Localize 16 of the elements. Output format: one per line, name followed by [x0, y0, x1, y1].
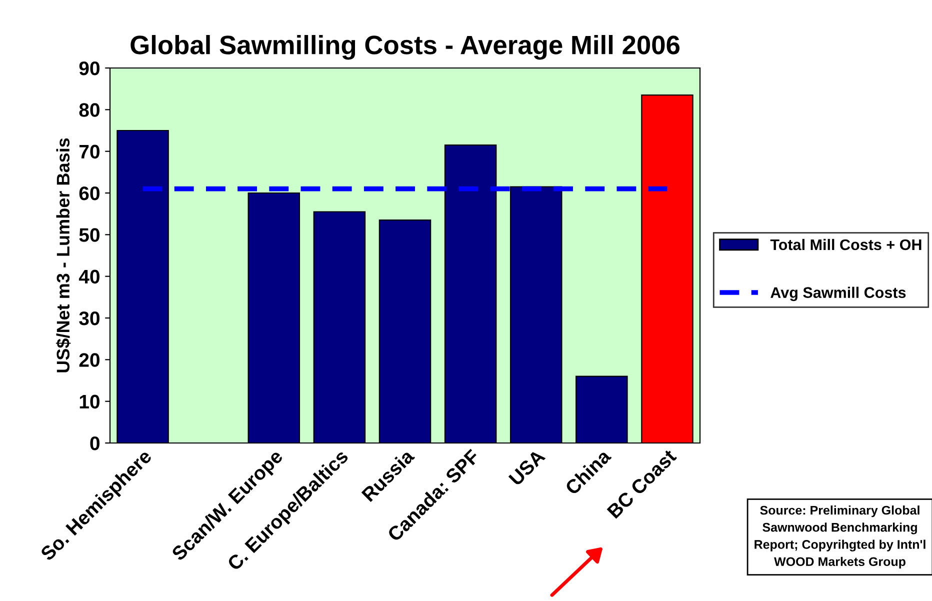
y-tick-label: 90	[79, 61, 100, 76]
y-tick-label: 30	[79, 311, 100, 326]
y-tick-label: 40	[78, 270, 100, 284]
y-tick-label: 50	[79, 228, 100, 242]
chart-title: Global Sawmilling Costs - Average Mill 2006	[130, 34, 680, 60]
y-tick-label: 20	[79, 353, 100, 367]
y-tick-label: 80	[79, 103, 100, 117]
x-tick-label: USA	[508, 448, 546, 486]
y-tick-label: 60	[79, 186, 100, 200]
legend-label: Avg Sawmill Costs	[770, 286, 906, 302]
y-tick-label: 10	[80, 394, 100, 409]
source-note: Source: Preliminary Global Sawnwood Benchmarking Report; Copyrihgted by Intn'l WOOD Markets Group	[754, 505, 926, 569]
y-tick-label: 70	[79, 144, 100, 159]
y-tick-label: 0	[90, 436, 100, 450]
legend-label: Total Mill Costs + OH	[770, 238, 922, 250]
y-axis-title: US$/Net m3 - Lumber Basis	[56, 138, 71, 372]
